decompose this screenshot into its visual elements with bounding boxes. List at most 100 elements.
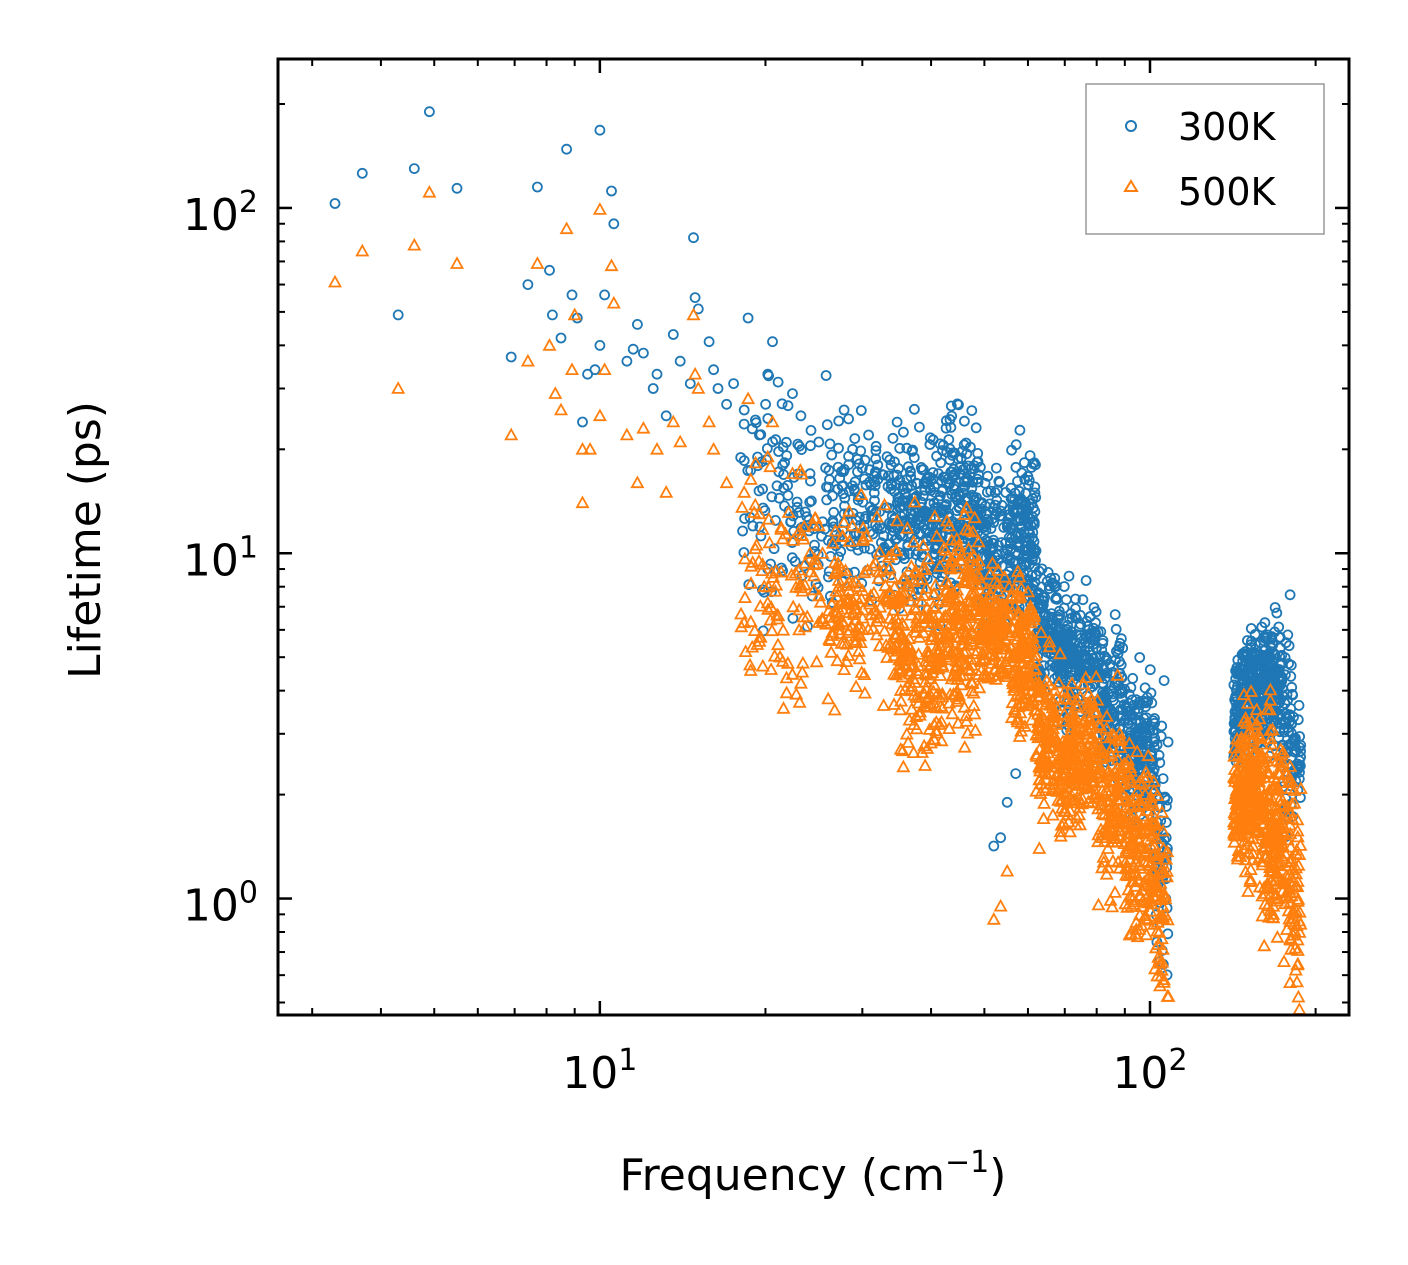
data-point-500k [760, 449, 775, 463]
data-point-500k [1290, 874, 1305, 887]
data-point-500k [1011, 643, 1026, 657]
data-point-500k [1243, 874, 1258, 887]
data-point-500k [779, 670, 794, 684]
data-point-500k [1037, 711, 1052, 725]
data-point-300k [408, 163, 420, 175]
data-point-300k [835, 546, 847, 557]
data-point-300k [1149, 742, 1160, 754]
x-tick-label-exponent: 2 [1168, 1043, 1187, 1078]
data-point-500k [1002, 624, 1017, 638]
data-point-500k [1283, 839, 1298, 853]
y-tick-label-exponent: 0 [239, 876, 258, 911]
data-point-500k [760, 595, 775, 609]
data-point-300k [1029, 506, 1041, 517]
data-point-500k [921, 648, 936, 662]
data-point-500k [950, 560, 965, 574]
data-point-500k [797, 619, 813, 633]
data-point-500k [1141, 869, 1157, 883]
data-point-300k [906, 445, 918, 457]
data-point-500k [1121, 882, 1136, 896]
data-point-500k [951, 538, 966, 551]
data-point-500k [1051, 675, 1066, 689]
data-point-300k [1293, 700, 1305, 711]
data-point-300k [859, 473, 870, 485]
data-point-500k [1117, 756, 1132, 770]
data-point-500k [1097, 807, 1112, 821]
data-point-300k [939, 471, 950, 483]
data-point-500k [884, 547, 899, 561]
data-point-500k [706, 441, 721, 455]
data-point-500k [770, 637, 786, 651]
data-point-300k [1036, 581, 1047, 593]
data-point-500k [1063, 803, 1078, 817]
data-point-300k [547, 309, 558, 321]
data-point-300k [1271, 607, 1283, 619]
data-point-500k [1047, 708, 1062, 721]
data-point-500k [742, 657, 758, 671]
data-point-300k [1149, 717, 1161, 729]
data-point-500k [944, 645, 960, 659]
data-point-300k [1033, 565, 1045, 577]
data-point-300k [738, 404, 750, 416]
data-point-500k [837, 662, 852, 675]
data-point-500k [1133, 888, 1148, 901]
data-point-500k [1067, 771, 1082, 784]
data-point-500k [795, 655, 810, 669]
data-point-500k [836, 515, 852, 528]
data-point-300k [1289, 740, 1301, 752]
data-point-500k [1253, 730, 1268, 743]
data-point-500k [776, 622, 791, 636]
data-point-500k [743, 614, 758, 628]
data-point-500k [788, 565, 803, 579]
data-point-300k [968, 491, 980, 503]
data-point-300k [952, 398, 963, 410]
data-point-300k [860, 513, 872, 525]
data-point-500k [940, 632, 955, 645]
data-point-300k [1157, 773, 1169, 784]
data-point-500k [912, 630, 927, 643]
data-point-300k [852, 466, 863, 478]
data-point-500k [1160, 844, 1175, 858]
data-point-300k [1283, 640, 1295, 652]
data-point-500k [1154, 931, 1169, 945]
data-point-500k [917, 686, 932, 700]
data-point-500k [1110, 793, 1126, 807]
data-point-500k [1016, 655, 1031, 669]
data-point-500k [1099, 709, 1114, 722]
data-point-500k [793, 463, 808, 476]
data-point-300k [1030, 459, 1041, 471]
data-point-500k [811, 615, 826, 628]
data-point-500k [1062, 696, 1077, 709]
data-point-500k [422, 184, 437, 198]
data-point-300k [917, 490, 929, 502]
data-point-300k [983, 516, 994, 527]
data-point-300k [1040, 609, 1052, 620]
data-point-300k [1060, 594, 1072, 606]
data-point-500k [748, 455, 763, 469]
data-point-500k [882, 594, 897, 608]
data-point-300k [787, 612, 799, 624]
data-point-500k [1036, 811, 1051, 824]
data-point-500k [966, 698, 981, 711]
data-point-300k [827, 517, 839, 529]
data-point-500k [1102, 826, 1118, 840]
data-point-500k [1289, 918, 1304, 932]
data-point-500k [900, 520, 915, 534]
data-point-300k [1285, 671, 1297, 682]
data-point-500k [973, 596, 989, 609]
data-point-300k [824, 438, 836, 450]
data-point-500k [970, 577, 985, 591]
data-point-300k [1058, 665, 1069, 676]
data-point-300k [779, 500, 790, 512]
data-point-500k [832, 579, 847, 592]
data-point-500k [1155, 911, 1170, 924]
data-point-500k [1053, 828, 1068, 842]
data-point-300k [931, 567, 943, 579]
data-point-500k [1119, 791, 1134, 805]
data-point-300k [599, 289, 610, 301]
data-point-500k [743, 576, 759, 589]
data-point-500k [1023, 605, 1038, 619]
data-point-500k [862, 594, 877, 607]
data-point-300k [1099, 650, 1110, 662]
data-point-500k [659, 485, 674, 498]
